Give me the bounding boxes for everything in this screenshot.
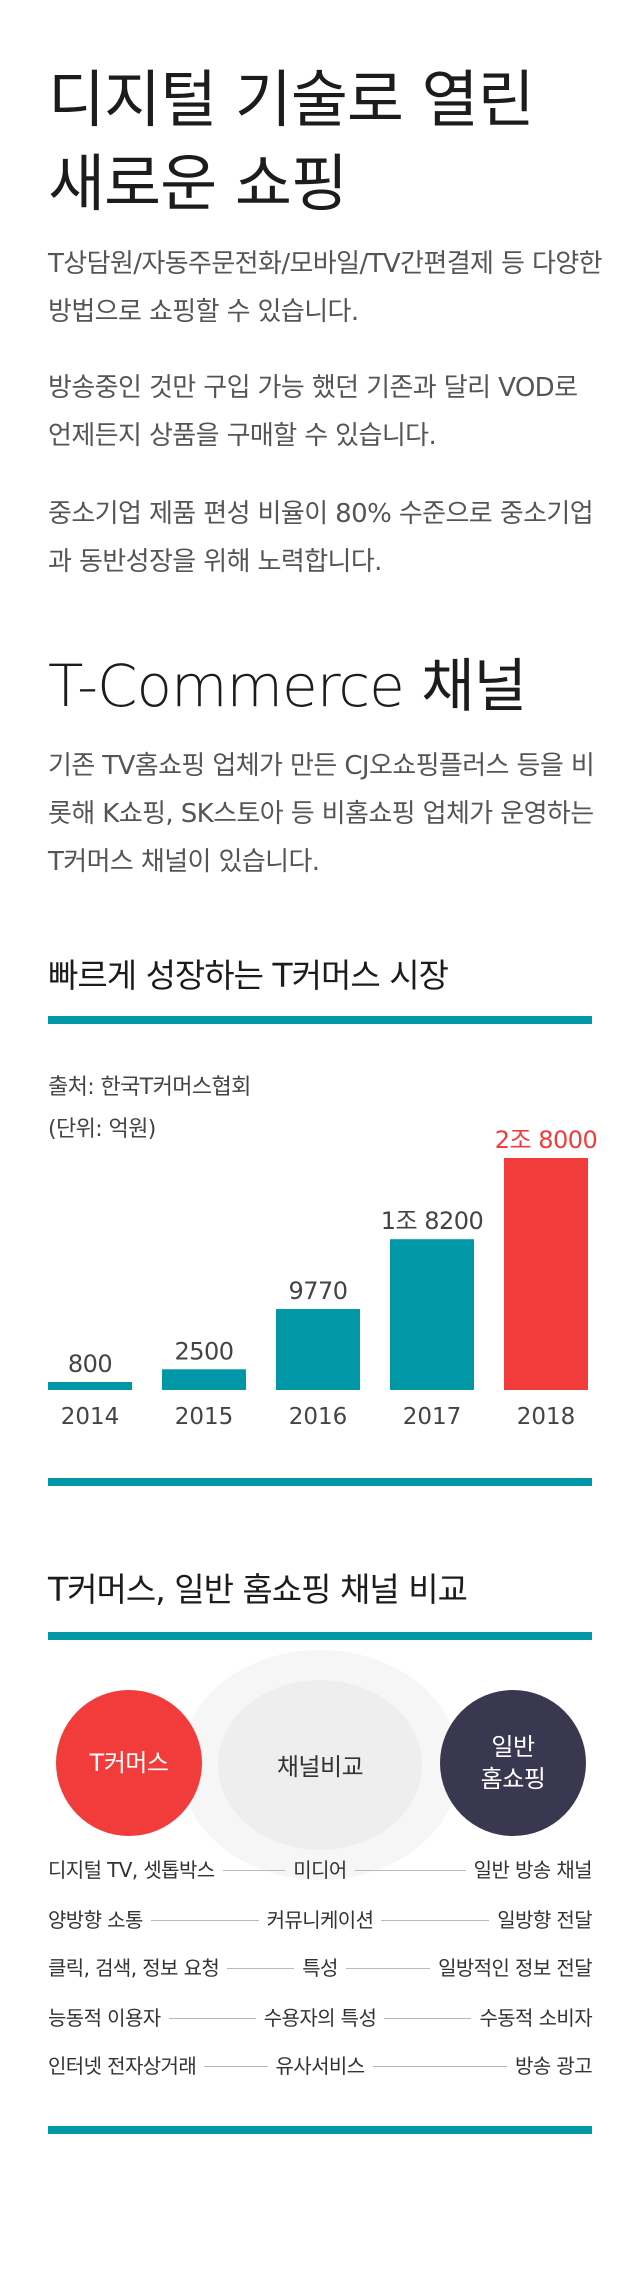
value-label-2014: 800 — [68, 1350, 112, 1378]
tcommerce-circle: T커머스 — [56, 1690, 202, 1836]
comparison-row: 디지털 TV, 셋톱박스 미디어 일반 방송 채널 — [48, 1855, 593, 1885]
value-label-2015: 2500 — [174, 1337, 233, 1365]
value-label-2016: 9770 — [288, 1277, 347, 1305]
hero-paragraph-sme: 중소기업 제품 편성 비율이 80% 수준으로 중소기업과 동반성장을 위해 노… — [48, 499, 594, 577]
connector-line — [168, 2018, 256, 2019]
connector-line — [372, 2066, 508, 2067]
comparison-criterion: 특성 — [302, 1956, 338, 1980]
hero-paragraph-payment: T상담원/자동주문전화/모바일/TV간편결제 등 다양한 방법으로 쇼핑할 수 … — [48, 249, 603, 327]
background-halo-inner — [218, 1680, 422, 1850]
bar-2014 — [48, 1382, 132, 1390]
hero-paragraph-vod: 방송중인 것만 구입 가능 했던 기존과 달리 VOD로 언제든지 상품을 구매… — [48, 373, 578, 451]
chart-section-title: 빠르게 성장하는 T커머스 시장 — [48, 956, 449, 995]
bar-2016 — [276, 1309, 360, 1390]
chart-unit: (단위: 억원) — [48, 1117, 156, 1142]
home-shopping-attribute: 일반 방송 채널 — [473, 1858, 593, 1882]
bar-2017 — [390, 1239, 474, 1390]
growth-bar-chart: 800 2014 2500 2015 9770 2016 1조 8200 2017 2조 800… — [48, 1126, 598, 1430]
comparison-row: 인터넷 전자상거래 유사서비스 방송 광고 — [48, 2051, 593, 2081]
comparison-criterion: 커뮤니케이션 — [266, 1908, 374, 1932]
comparison-criterion: 수용자의 특성 — [263, 2006, 377, 2030]
connector-line — [150, 1920, 259, 1921]
comparison-center-label: 채널비교 — [276, 1753, 364, 1781]
chart-bottom-rule — [48, 1478, 592, 1486]
hero-title: 디지털 기술로 열린 새로운 쇼핑 — [48, 63, 535, 220]
x-tick-2014: 2014 — [61, 1404, 120, 1430]
home-shopping-circle: 일반 홈쇼핑 — [440, 1690, 586, 1836]
connector-line — [204, 2066, 268, 2067]
tcommerce-attribute: 능동적 이용자 — [48, 2006, 161, 2030]
value-label-2018: 2조 8000 — [495, 1126, 598, 1154]
home-shopping-circle-label: 일반 홈쇼핑 — [480, 1733, 546, 1793]
tcommerce-attribute: 양방향 소통 — [48, 1908, 143, 1932]
tcommerce-attribute: 클릭, 검색, 정보 요청 — [48, 1956, 220, 1980]
tcommerce-paragraph: 기존 TV홈쇼핑 업체가 만든 CJ오쇼핑플러스 등을 비롯해 K쇼핑, SK스… — [48, 751, 595, 877]
comparison-bottom-rule — [48, 2126, 592, 2134]
comparison-row: 클릭, 검색, 정보 요청 특성 일방적인 정보 전달 — [48, 1953, 593, 1983]
home-shopping-attribute: 일방향 전달 — [497, 1908, 592, 1932]
home-shopping-attribute: 방송 광고 — [515, 2054, 593, 2078]
chart-top-rule — [48, 1016, 592, 1024]
connector-line — [384, 2018, 472, 2019]
x-tick-2018: 2018 — [517, 1404, 576, 1430]
tcommerce-circle-label: T커머스 — [89, 1749, 169, 1777]
x-tick-2016: 2016 — [289, 1404, 348, 1430]
comparison-top-rule — [48, 1632, 592, 1640]
home-shopping-attribute: 일방적인 정보 전달 — [438, 1956, 593, 1980]
x-tick-2015: 2015 — [175, 1404, 234, 1430]
comparison-criterion: 미디어 — [293, 1858, 347, 1882]
connector-line — [345, 1968, 431, 1969]
comparison-row: 양방향 소통 커뮤니케이션 일방향 전달 — [48, 1905, 593, 1935]
connector-line — [227, 1968, 295, 1969]
channel-comparison-diagram: T커머스 채널비교 일반 홈쇼핑 — [0, 1650, 640, 1880]
bar-2018 — [504, 1158, 588, 1390]
bar-2015 — [162, 1369, 246, 1390]
connector-line — [381, 1920, 490, 1921]
value-label-2017: 1조 8200 — [381, 1207, 484, 1235]
comparison-section-title: T커머스, 일반 홈쇼핑 채널 비교 — [48, 1570, 468, 1609]
comparison-criterion: 유사서비스 — [275, 2054, 366, 2078]
comparison-row: 능동적 이용자 수용자의 특성 수동적 소비자 — [48, 2003, 593, 2033]
chart-source: 출처: 한국T커머스협회 — [48, 1075, 251, 1100]
home-shopping-attribute: 수동적 소비자 — [479, 2006, 592, 2030]
connector-line — [354, 1870, 466, 1871]
x-tick-2017: 2017 — [403, 1404, 462, 1430]
tcommerce-attribute: 인터넷 전자상거래 — [48, 2054, 197, 2078]
connector-line — [222, 1870, 286, 1871]
tcommerce-attribute: 디지털 TV, 셋톱박스 — [48, 1858, 215, 1882]
tcommerce-title: T-Commerce 채널 — [48, 652, 527, 720]
